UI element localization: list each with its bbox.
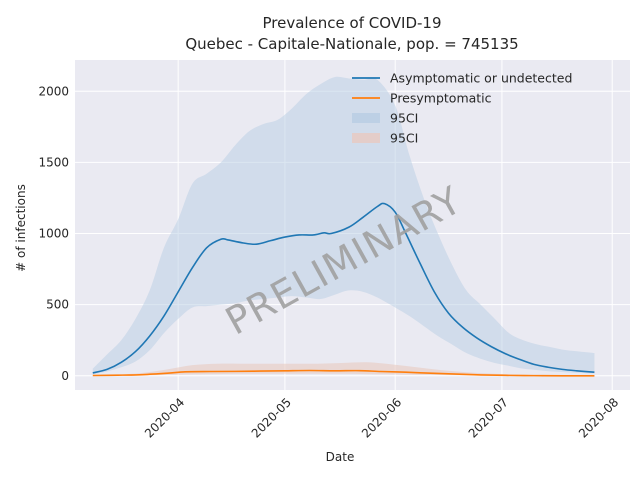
y-tick-label: 500	[46, 298, 69, 312]
y-tick-label: 1500	[38, 155, 69, 169]
y-tick-label: 2000	[38, 84, 69, 98]
legend: Asymptomatic or undetected Presymptomatic…	[352, 71, 572, 146]
legend-label: Asymptomatic or undetected	[390, 71, 572, 86]
confidence-bands	[92, 76, 595, 376]
y-axis-ticks: 0 500 1000 1500 2000	[38, 84, 69, 382]
legend-swatch	[352, 133, 380, 143]
y-axis-label: # of infections	[14, 184, 28, 272]
y-tick-label: 0	[61, 369, 69, 383]
series-line-asymptomatic	[92, 202, 595, 374]
band-95ci-2	[92, 362, 595, 376]
chart-title: Prevalence of COVID-19	[262, 14, 441, 32]
legend-label: 95CI	[390, 131, 418, 146]
band-95ci-1	[92, 76, 595, 375]
x-axis-label: Date	[326, 450, 355, 464]
y-tick-label: 1000	[38, 227, 69, 241]
legend-label: Presymptomatic	[390, 91, 492, 106]
chart-subtitle: Quebec - Capitale-Nationale, pop. = 7451…	[185, 35, 518, 53]
legend-swatch	[352, 113, 380, 123]
series-line-presymptomatic	[92, 369, 595, 377]
legend-label: 95CI	[390, 111, 418, 126]
series-lines	[92, 202, 595, 377]
